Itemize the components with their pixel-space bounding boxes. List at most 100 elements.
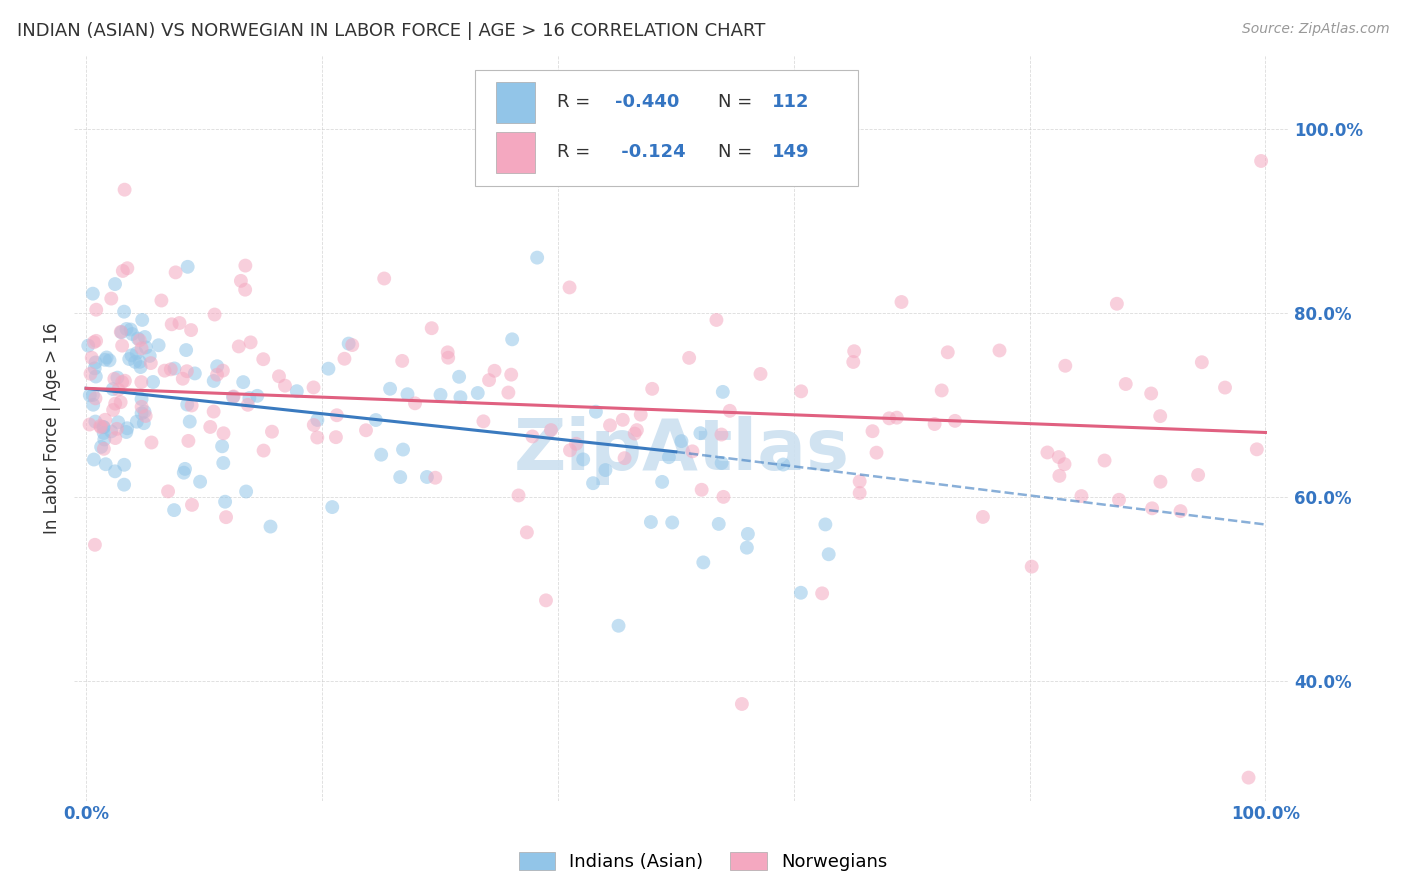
Point xyxy=(516,525,538,540)
Point xyxy=(565,437,588,451)
Point xyxy=(661,516,683,530)
Point xyxy=(484,364,506,378)
Point xyxy=(110,325,132,339)
Point xyxy=(599,418,621,433)
Point xyxy=(96,351,118,365)
Point xyxy=(131,313,153,327)
Point xyxy=(641,382,664,396)
Point xyxy=(112,304,135,318)
Y-axis label: In Labor Force | Age > 16: In Labor Force | Age > 16 xyxy=(44,322,60,533)
Point xyxy=(924,417,946,431)
Point xyxy=(681,444,703,458)
Point xyxy=(131,342,153,356)
Point xyxy=(333,351,356,366)
Point xyxy=(129,359,152,374)
Point xyxy=(711,384,734,399)
Point xyxy=(165,265,187,279)
Point xyxy=(128,333,150,347)
Point xyxy=(111,264,134,278)
Point xyxy=(117,261,139,276)
Point xyxy=(772,458,794,472)
Point xyxy=(1140,386,1163,401)
Point xyxy=(105,422,128,436)
Point xyxy=(260,425,283,439)
Point xyxy=(100,425,122,439)
Point xyxy=(972,510,994,524)
Point xyxy=(790,586,813,600)
Point xyxy=(104,397,127,411)
Point xyxy=(1036,445,1059,459)
Point xyxy=(582,476,605,491)
Point xyxy=(354,423,377,437)
Point xyxy=(848,486,870,500)
Point xyxy=(212,426,235,441)
Point xyxy=(585,405,607,419)
Point xyxy=(90,440,112,454)
Point xyxy=(651,475,673,489)
Point xyxy=(1047,450,1070,464)
Point xyxy=(865,445,887,459)
Point xyxy=(148,338,170,352)
Point xyxy=(181,498,204,512)
Point xyxy=(389,470,412,484)
Point xyxy=(640,515,662,529)
Point xyxy=(235,484,257,499)
Point xyxy=(205,359,228,374)
Point xyxy=(104,431,127,445)
Point xyxy=(437,351,460,365)
Point xyxy=(814,517,837,532)
Point xyxy=(104,277,127,291)
Point xyxy=(214,494,236,508)
Point xyxy=(174,462,197,476)
Point xyxy=(90,420,112,434)
Point xyxy=(139,356,162,370)
Point xyxy=(157,484,180,499)
Point xyxy=(101,382,124,396)
Point xyxy=(735,541,758,555)
Point xyxy=(135,340,157,354)
Point xyxy=(1149,475,1171,489)
Point xyxy=(94,457,117,471)
Point xyxy=(93,442,115,456)
Point xyxy=(172,372,194,386)
Point xyxy=(1105,297,1128,311)
Point xyxy=(342,338,364,352)
Point xyxy=(83,361,105,376)
Point xyxy=(534,593,557,607)
Point xyxy=(718,404,741,418)
Point xyxy=(134,405,156,419)
Point xyxy=(710,456,733,470)
Point xyxy=(107,370,129,384)
Point xyxy=(125,346,148,360)
Point xyxy=(1170,504,1192,518)
Point xyxy=(79,417,101,432)
Point xyxy=(246,389,269,403)
Point xyxy=(235,259,257,273)
Point xyxy=(84,334,107,348)
Point xyxy=(111,375,134,389)
Point xyxy=(501,332,523,346)
Point xyxy=(886,410,908,425)
Point xyxy=(222,389,245,403)
Point xyxy=(1021,559,1043,574)
Point xyxy=(80,351,103,365)
Text: 149: 149 xyxy=(772,143,808,161)
Point xyxy=(307,430,329,444)
Point xyxy=(737,527,759,541)
Point xyxy=(121,326,143,341)
Point xyxy=(1094,453,1116,467)
Point xyxy=(98,353,121,368)
Point xyxy=(1213,380,1236,394)
Point xyxy=(364,413,387,427)
Point xyxy=(378,382,401,396)
Point xyxy=(526,251,548,265)
Point xyxy=(176,398,198,412)
Point xyxy=(690,483,713,497)
Point xyxy=(84,538,107,552)
Point xyxy=(811,586,834,600)
Point xyxy=(1047,469,1070,483)
Point xyxy=(83,452,105,467)
Legend: Indians (Asian), Norwegians: Indians (Asian), Norwegians xyxy=(512,845,894,879)
Point xyxy=(110,395,132,409)
Point xyxy=(84,415,107,429)
